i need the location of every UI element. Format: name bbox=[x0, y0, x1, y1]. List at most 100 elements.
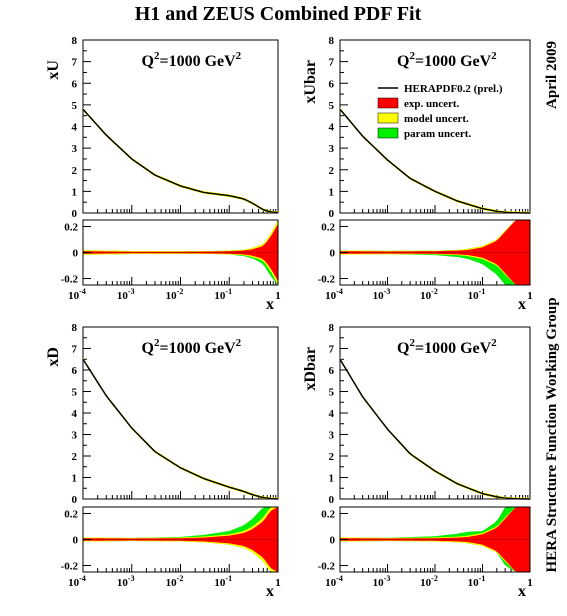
ratio-y-tick-label: 0 bbox=[330, 248, 336, 260]
y-tick-label: 1 bbox=[72, 473, 78, 485]
group-label: HERA Structure Function Working Group bbox=[544, 297, 560, 572]
panel-xd: 0 1 2 3 4 5 6 7 8 xD Q2=1000 GeV2 -0.2 0 0.2 10-4 10-3 1… bbox=[45, 322, 281, 600]
y-tick-label: 3 bbox=[329, 143, 335, 155]
legend-model-swatch bbox=[377, 112, 399, 124]
y-tick-label: 0 bbox=[329, 494, 335, 506]
y-axis-title: xD bbox=[45, 347, 62, 367]
x-tick-label: 10-1 bbox=[214, 574, 232, 589]
y-axis-title: xU bbox=[45, 60, 62, 80]
x-tick-label: 10-3 bbox=[373, 287, 391, 302]
y-tick-label: 2 bbox=[329, 451, 335, 463]
date-label: April 2009 bbox=[544, 41, 560, 109]
y-tick-label: 0 bbox=[329, 208, 335, 220]
x-tick-label: 10-3 bbox=[117, 287, 135, 302]
x-tick-label: 10-1 bbox=[468, 574, 486, 589]
figure-title: H1 and ZEUS Combined PDF Fit bbox=[135, 3, 422, 25]
x-tick-label: 10-4 bbox=[325, 287, 343, 302]
x-axis-title: x bbox=[518, 296, 526, 313]
main-band bbox=[83, 107, 278, 213]
ratio-y-tick-label: 0.2 bbox=[321, 509, 335, 521]
legend-exp-label: exp. uncert. bbox=[404, 98, 460, 110]
y-tick-label: 7 bbox=[329, 344, 335, 356]
legend-param-swatch bbox=[377, 127, 399, 139]
y-tick-label: 2 bbox=[329, 165, 335, 177]
ratio-y-tick-label: 0.2 bbox=[64, 509, 78, 521]
y-tick-label: 7 bbox=[72, 344, 78, 356]
x-tick-label: 1 bbox=[275, 290, 281, 302]
y-tick-label: 6 bbox=[329, 365, 335, 377]
y-tick-label: 2 bbox=[72, 165, 78, 177]
y-tick-label: 1 bbox=[329, 186, 335, 198]
y-tick-label: 0 bbox=[72, 208, 78, 220]
y-tick-label: 5 bbox=[329, 100, 335, 112]
legend-exp-swatch bbox=[377, 97, 399, 109]
x-tick-label: 10-4 bbox=[68, 574, 86, 589]
y-axis-title: xDbar bbox=[302, 347, 319, 391]
x-tick-label: 10-2 bbox=[420, 574, 438, 589]
y-tick-label: 6 bbox=[72, 365, 78, 377]
y-tick-label: 3 bbox=[329, 430, 335, 442]
y-tick-label: 6 bbox=[329, 78, 335, 90]
main-band bbox=[340, 357, 530, 499]
q2-annotation: Q2=1000 GeV2 bbox=[397, 50, 497, 70]
y-tick-label: 7 bbox=[329, 57, 335, 69]
x-tick-label: 10-2 bbox=[166, 574, 184, 589]
legend-central-label: HERAPDF0.2 (prel.) bbox=[404, 83, 503, 95]
x-tick-label: 10-2 bbox=[420, 287, 438, 302]
ratio-y-tick-label: -0.2 bbox=[61, 274, 79, 286]
x-axis-title: x bbox=[266, 296, 274, 313]
y-tick-label: 5 bbox=[72, 100, 78, 112]
y-tick-label: 7 bbox=[72, 57, 78, 69]
x-axis-title: x bbox=[266, 583, 274, 600]
x-axis-title: x bbox=[518, 583, 526, 600]
y-tick-label: 4 bbox=[72, 408, 78, 420]
y-tick-label: 2 bbox=[72, 451, 78, 463]
y-tick-label: 1 bbox=[329, 473, 335, 485]
y-tick-label: 3 bbox=[72, 430, 78, 442]
y-tick-label: 8 bbox=[72, 322, 78, 334]
x-tick-label: 1 bbox=[527, 577, 533, 589]
panel-xu: 0 1 2 3 4 5 6 7 8 xU Q2=1000 GeV2 -0.2 0 0.2 10-4 10-3 1… bbox=[45, 35, 281, 313]
x-tick-label: 10-4 bbox=[68, 287, 86, 302]
y-axis-title: xUbar bbox=[302, 60, 319, 104]
y-tick-label: 4 bbox=[329, 122, 335, 134]
legend-param-label: param uncert. bbox=[404, 128, 471, 140]
ratio-y-tick-label: 0 bbox=[73, 535, 79, 547]
ratio-y-tick-label: -0.2 bbox=[318, 561, 336, 573]
x-tick-label: 10-4 bbox=[325, 574, 343, 589]
y-tick-label: 4 bbox=[329, 408, 335, 420]
y-tick-label: 0 bbox=[72, 494, 78, 506]
ratio-y-tick-label: 0 bbox=[330, 535, 336, 547]
central-curve bbox=[339, 108, 531, 214]
y-tick-label: 5 bbox=[329, 387, 335, 399]
central-curve bbox=[82, 108, 279, 214]
q2-annotation: Q2=1000 GeV2 bbox=[142, 50, 242, 70]
x-tick-label: 10-3 bbox=[373, 574, 391, 589]
q2-annotation: Q2=1000 GeV2 bbox=[142, 337, 242, 357]
panel-xdbar: 0 1 2 3 4 5 6 7 8 xDbar Q2=1000 GeV2 -0.2 0 0.2 10-4 10… bbox=[302, 322, 533, 600]
q2-annotation: Q2=1000 GeV2 bbox=[397, 337, 497, 357]
central-curve bbox=[82, 358, 279, 500]
ratio-y-tick-label: 0.2 bbox=[64, 222, 78, 234]
legend-model-label: model uncert. bbox=[404, 113, 469, 125]
y-tick-label: 8 bbox=[72, 35, 78, 47]
x-tick-label: 10-2 bbox=[166, 287, 184, 302]
ratio-y-tick-label: -0.2 bbox=[318, 274, 336, 286]
y-tick-label: 8 bbox=[329, 322, 335, 334]
y-tick-label: 3 bbox=[72, 143, 78, 155]
legend: HERAPDF0.2 (prel.) exp. uncert. model un… bbox=[377, 83, 503, 140]
ratio-y-tick-label: 0.2 bbox=[321, 222, 335, 234]
central-curve bbox=[339, 358, 531, 500]
y-tick-label: 4 bbox=[72, 122, 78, 134]
y-tick-label: 5 bbox=[72, 387, 78, 399]
ratio-y-tick-label: -0.2 bbox=[61, 561, 79, 573]
panels: 0 1 2 3 4 5 6 7 8 xU Q2=1000 GeV2 -0.2 0 0.2 10-4 10-3 1… bbox=[45, 35, 533, 600]
x-tick-label: 10-1 bbox=[214, 287, 232, 302]
x-tick-label: 10-1 bbox=[468, 287, 486, 302]
y-tick-label: 8 bbox=[329, 35, 335, 47]
y-tick-label: 1 bbox=[72, 186, 78, 198]
y-tick-label: 6 bbox=[72, 78, 78, 90]
ratio-y-tick-label: 0 bbox=[73, 248, 79, 260]
x-tick-label: 1 bbox=[275, 577, 281, 589]
